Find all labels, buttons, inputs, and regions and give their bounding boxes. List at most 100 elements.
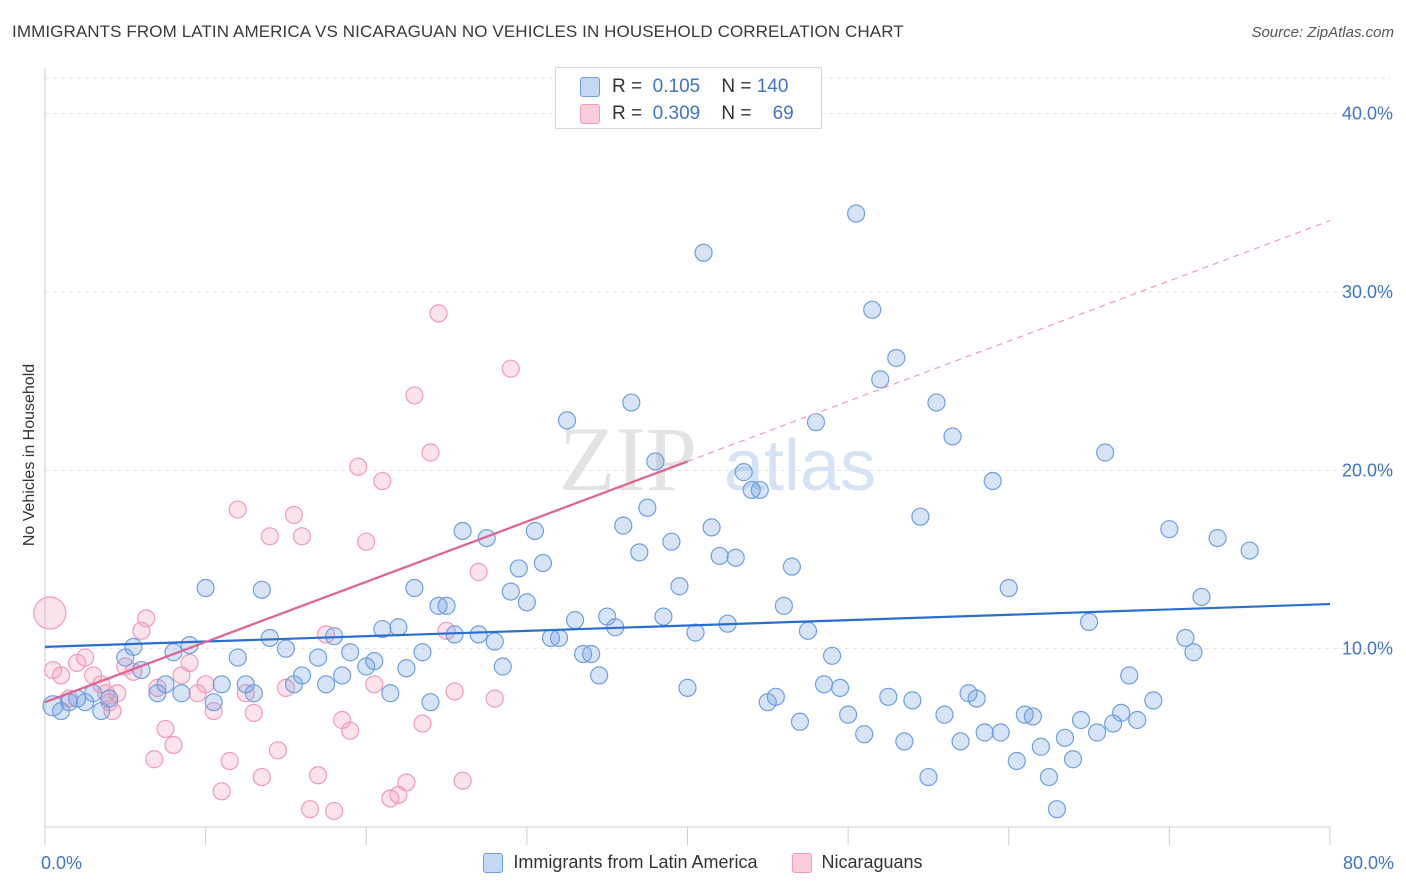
data-point-nicaraguans <box>445 682 464 701</box>
data-point-latin-america <box>839 705 858 724</box>
tick-labels: 10.0% 20.0% 30.0% 40.0% 0.0% 80.0% <box>41 104 1394 873</box>
data-point-nicaraguans <box>51 666 71 685</box>
data-point-latin-america <box>967 689 986 708</box>
data-point-latin-america <box>333 666 352 685</box>
data-point-latin-america <box>590 666 609 685</box>
data-point-latin-america <box>381 684 400 703</box>
data-point-latin-america <box>662 532 681 551</box>
data-point-nicaraguans <box>220 751 239 771</box>
data-point-nicaraguans <box>268 741 288 760</box>
data-point-latin-america <box>822 646 842 665</box>
data-point-nicaraguans <box>429 304 448 323</box>
data-point-nicaraguans <box>164 735 183 755</box>
data-point-nicaraguans <box>397 773 416 792</box>
data-point-nicaraguans <box>33 596 67 630</box>
data-point-nicaraguans <box>453 771 472 790</box>
data-point-latin-america <box>1128 710 1147 730</box>
data-point-latin-america <box>477 528 496 548</box>
x-tick-label: 0.0% <box>41 853 82 873</box>
stats-r-value: 0.309 <box>652 103 701 124</box>
data-point-latin-america <box>517 593 536 612</box>
data-point-latin-america <box>421 693 440 712</box>
data-point-latin-america <box>1063 750 1083 769</box>
data-point-latin-america <box>1023 707 1042 726</box>
data-point-nicaraguans <box>76 648 95 667</box>
y-axis-label: No Vehicles in Household <box>21 363 38 547</box>
data-point-nicaraguans <box>228 500 247 519</box>
series-nicaraguans <box>33 304 520 821</box>
data-point-nicaraguans <box>357 532 376 551</box>
data-point-latin-america <box>533 553 553 573</box>
data-point-latin-america <box>172 684 191 703</box>
data-point-latin-america <box>975 723 994 742</box>
data-point-nicaraguans <box>212 782 231 801</box>
data-point-latin-america <box>798 621 818 640</box>
data-point-nicaraguans <box>501 359 520 378</box>
data-point-nicaraguans <box>349 457 368 476</box>
data-point-latin-america <box>244 684 263 703</box>
data-point-nicaraguans <box>137 609 156 628</box>
stats-n-value: 69 <box>772 103 794 124</box>
data-point-latin-america <box>614 516 633 535</box>
data-point-latin-america <box>1055 728 1075 747</box>
series-latin-america <box>42 204 1259 819</box>
legend-swatch-blue <box>483 852 504 873</box>
data-point-latin-america <box>1112 703 1131 722</box>
data-point-latin-america <box>1007 751 1026 771</box>
data-point-nicaraguans <box>485 689 504 708</box>
data-point-latin-america <box>341 643 360 662</box>
data-point-latin-america <box>485 632 504 651</box>
data-point-latin-america <box>710 546 729 566</box>
data-point-latin-america <box>814 675 834 694</box>
data-point-latin-america <box>935 705 954 724</box>
data-point-latin-america <box>694 243 713 262</box>
data-point-latin-america <box>943 427 962 446</box>
data-point-latin-america <box>782 557 802 576</box>
data-point-latin-america <box>1160 520 1179 539</box>
data-point-latin-america <box>983 471 1002 491</box>
legend-item-nicaraguans: Nicaraguans <box>791 852 923 873</box>
data-point-latin-america <box>830 678 850 698</box>
data-point-nicaraguans <box>373 471 392 491</box>
stats-n-value: 140 <box>756 76 789 97</box>
data-point-latin-america <box>525 521 545 541</box>
data-point-latin-america <box>774 596 793 615</box>
data-point-nicaraguans <box>156 719 175 739</box>
data-point-nicaraguans <box>341 721 360 740</box>
x-tick-label: 80.0% <box>1343 853 1394 873</box>
data-point-latin-america <box>766 687 785 706</box>
data-point-latin-america <box>228 648 247 667</box>
data-point-latin-america <box>646 452 665 471</box>
data-point-latin-america <box>895 732 914 751</box>
data-point-nicaraguans <box>421 443 440 462</box>
data-point-latin-america <box>252 580 271 599</box>
stats-swatch-blue <box>580 77 600 97</box>
data-point-latin-america <box>863 300 882 319</box>
data-point-latin-america <box>437 596 456 615</box>
stats-row-blue: R = 0.105 N = 140 <box>580 74 788 100</box>
data-point-nicaraguans <box>196 675 215 694</box>
y-tick-label: 10.0% <box>1342 639 1393 659</box>
data-point-latin-america <box>156 675 175 694</box>
data-point-latin-america <box>260 628 279 648</box>
data-point-latin-america <box>999 578 1018 598</box>
data-point-nicaraguans <box>145 750 164 769</box>
data-point-latin-america <box>582 644 601 664</box>
trend-lines <box>44 220 1331 704</box>
data-point-latin-america <box>919 767 938 787</box>
data-point-latin-america <box>927 393 946 412</box>
data-point-latin-america <box>1240 541 1259 560</box>
data-point-latin-america <box>702 518 721 537</box>
data-point-latin-america <box>1208 528 1227 548</box>
data-point-latin-america <box>887 348 906 368</box>
data-point-nicaraguans <box>308 766 328 785</box>
data-point-latin-america <box>734 463 753 482</box>
data-point-latin-america <box>855 725 874 744</box>
data-point-latin-america <box>413 643 432 662</box>
trend-line-nicaraguans <box>44 460 688 704</box>
data-point-latin-america <box>292 666 312 685</box>
data-point-latin-america <box>212 675 231 694</box>
data-point-latin-america <box>196 578 215 598</box>
data-point-latin-america <box>750 480 769 500</box>
